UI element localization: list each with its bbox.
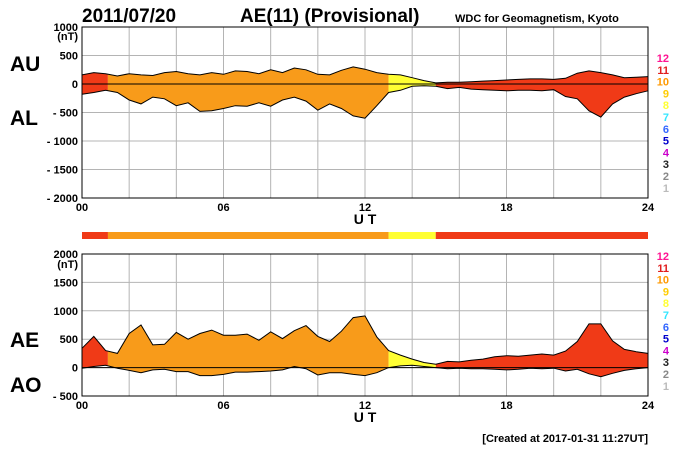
y-tick-label: 0 — [72, 79, 78, 91]
activity-scale-level: 9 — [663, 88, 669, 100]
upper-envelope-line — [81, 315, 649, 365]
activity-scale-level: 8 — [663, 298, 669, 310]
index-label-al: AL — [10, 107, 38, 130]
panel-au-al: 1000 500 0 - 500 - 1000 - 1500 - 2000 (nT) 00 06 1… — [10, 22, 655, 227]
activity-level-bar — [82, 232, 648, 239]
x-tick-label: 24 — [642, 202, 655, 214]
y-tick-label: - 500 — [53, 108, 78, 120]
y-tick-label: 1500 — [54, 277, 78, 289]
activity-area-segment — [435, 323, 648, 377]
activity-scale-level: 3 — [663, 357, 669, 369]
y-tick-label: 500 — [60, 334, 78, 346]
index-label-ao: AO — [10, 374, 42, 397]
x-tick-label: 18 — [500, 400, 512, 412]
x-tick-label: 24 — [642, 400, 655, 412]
upper-envelope-line — [81, 66, 649, 84]
activity-scale-level: 4 — [663, 345, 670, 357]
y-tick-label: - 500 — [53, 391, 78, 403]
y-tick-label: 1000 — [54, 22, 78, 34]
activity-scale-level: 7 — [663, 310, 669, 322]
activity-scale-level: 6 — [663, 322, 669, 334]
activity-scale-level: 11 — [657, 263, 669, 275]
activity-scale-level: 12 — [657, 53, 669, 65]
activity-area-segment — [82, 72, 108, 95]
y-unit-label: (nT) — [57, 259, 78, 271]
activity-scale-level: 6 — [663, 124, 669, 136]
index-title: AE(11) (Provisional) — [240, 6, 420, 27]
activity-scale-level: 8 — [663, 100, 669, 112]
activity-bar-segment — [388, 232, 436, 239]
x-tick-label: 00 — [76, 202, 88, 214]
y-tick-label: - 1000 — [47, 136, 78, 148]
activity-area-segment — [435, 70, 648, 118]
activity-scale-level: 9 — [663, 286, 669, 298]
date-title: 2011/07/20 — [82, 6, 176, 27]
y-tick-label: 2000 — [54, 249, 78, 261]
activity-scale-level: 1 — [663, 183, 669, 195]
y-tick-label: - 1500 — [47, 165, 78, 177]
plot-frame — [81, 26, 649, 199]
activity-scale-level: 7 — [663, 112, 669, 124]
activity-scale-level: 10 — [657, 275, 669, 287]
activity-bar-segment — [435, 232, 648, 239]
x-axis-label: U T — [354, 211, 377, 227]
activity-scale-level: 1 — [663, 381, 669, 393]
y-tick-label: - 2000 — [47, 193, 78, 205]
activity-bar-segment — [82, 232, 108, 239]
activity-scale-level: 5 — [663, 136, 669, 148]
y-tick-label: 0 — [72, 363, 78, 375]
lower-envelope-line — [81, 364, 649, 378]
created-timestamp: [Created at 2017-01-31 11:27UT] — [482, 433, 648, 445]
x-axis-label: U T — [354, 409, 377, 425]
index-label-au: AU — [10, 53, 40, 76]
index-label-ae: AE — [10, 329, 39, 352]
activity-scale-level: 2 — [663, 171, 669, 183]
plot-frame — [81, 253, 649, 397]
lower-envelope-line — [81, 85, 649, 119]
activity-scale-level: 2 — [663, 369, 669, 381]
activity-area-segment — [388, 74, 436, 93]
activity-scale-level: 10 — [657, 77, 669, 89]
x-tick-label: 12 — [359, 400, 371, 412]
activity-bar-segment — [107, 232, 389, 239]
y-tick-label: 500 — [60, 51, 78, 63]
panel-ae-ao: 2000 1500 1000 500 0 - 500 (nT) 00 06 12 18 24 U T AE… — [10, 249, 655, 425]
activity-scale-level: 5 — [663, 334, 669, 346]
x-tick-label: 00 — [76, 400, 88, 412]
activity-scale-level: 11 — [657, 65, 669, 77]
activity-area-segment — [107, 315, 389, 376]
y-unit-label: (nT) — [57, 31, 78, 43]
x-tick-label: 06 — [217, 202, 229, 214]
activity-scale-level: 12 — [657, 251, 669, 263]
x-tick-label: 12 — [359, 202, 371, 214]
activity-scale-level: 3 — [663, 159, 669, 171]
x-tick-label: 18 — [500, 202, 512, 214]
activity-scale-level: 4 — [663, 147, 670, 159]
activity-area-segment — [107, 66, 389, 119]
y-tick-label: 1000 — [54, 306, 78, 318]
x-tick-label: 06 — [217, 400, 229, 412]
activity-area-segment — [82, 336, 108, 369]
source-label: WDC for Geomagnetism, Kyoto — [455, 13, 619, 25]
